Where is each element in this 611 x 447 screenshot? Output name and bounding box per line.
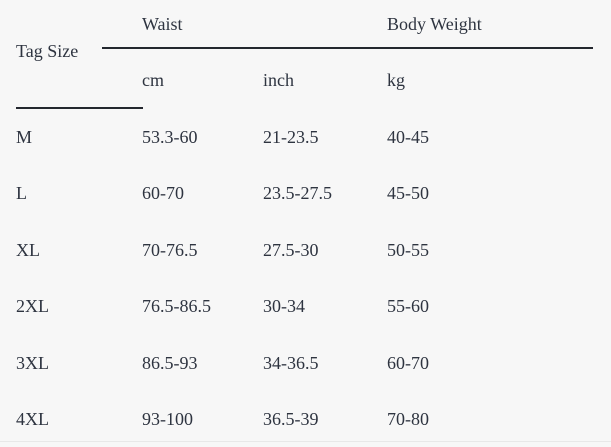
- unit-header-inch: inch: [263, 70, 294, 90]
- waist-inch-value: 21-23.5: [263, 127, 319, 147]
- group-header-body-weight: Body Weight: [387, 14, 482, 34]
- weight-kg-value: 60-70: [387, 353, 429, 373]
- size-label: M: [16, 127, 33, 147]
- unit-header-kg: kg: [387, 70, 405, 90]
- bottom-divider: [0, 441, 611, 442]
- size-label: 4XL: [16, 409, 49, 429]
- waist-cm-value: 70-76.5: [142, 240, 198, 260]
- weight-kg-value: 70-80: [387, 409, 429, 429]
- header-divider-rule: [102, 47, 593, 49]
- unit-header-cm: cm: [142, 70, 164, 90]
- size-label: XL: [16, 240, 40, 260]
- size-label: L: [16, 183, 27, 203]
- waist-inch-value: 34-36.5: [263, 353, 319, 373]
- corner-header-tag-size: Tag Size: [16, 41, 79, 61]
- group-header-waist: Waist: [142, 14, 183, 34]
- weight-kg-value: 50-55: [387, 240, 429, 260]
- weight-kg-value: 40-45: [387, 127, 429, 147]
- waist-cm-value: 60-70: [142, 183, 184, 203]
- waist-inch-value: 23.5-27.5: [263, 183, 332, 203]
- waist-inch-value: 27.5-30: [263, 240, 319, 260]
- size-label: 3XL: [16, 353, 49, 373]
- weight-kg-value: 55-60: [387, 296, 429, 316]
- tag-size-underline-rule: [16, 107, 143, 109]
- waist-cm-value: 53.3-60: [142, 127, 198, 147]
- waist-inch-value: 30-34: [263, 296, 305, 316]
- waist-cm-value: 76.5-86.5: [142, 296, 211, 316]
- size-label: 2XL: [16, 296, 49, 316]
- waist-inch-value: 36.5-39: [263, 409, 319, 429]
- waist-cm-value: 93-100: [142, 409, 193, 429]
- waist-cm-value: 86.5-93: [142, 353, 198, 373]
- weight-kg-value: 45-50: [387, 183, 429, 203]
